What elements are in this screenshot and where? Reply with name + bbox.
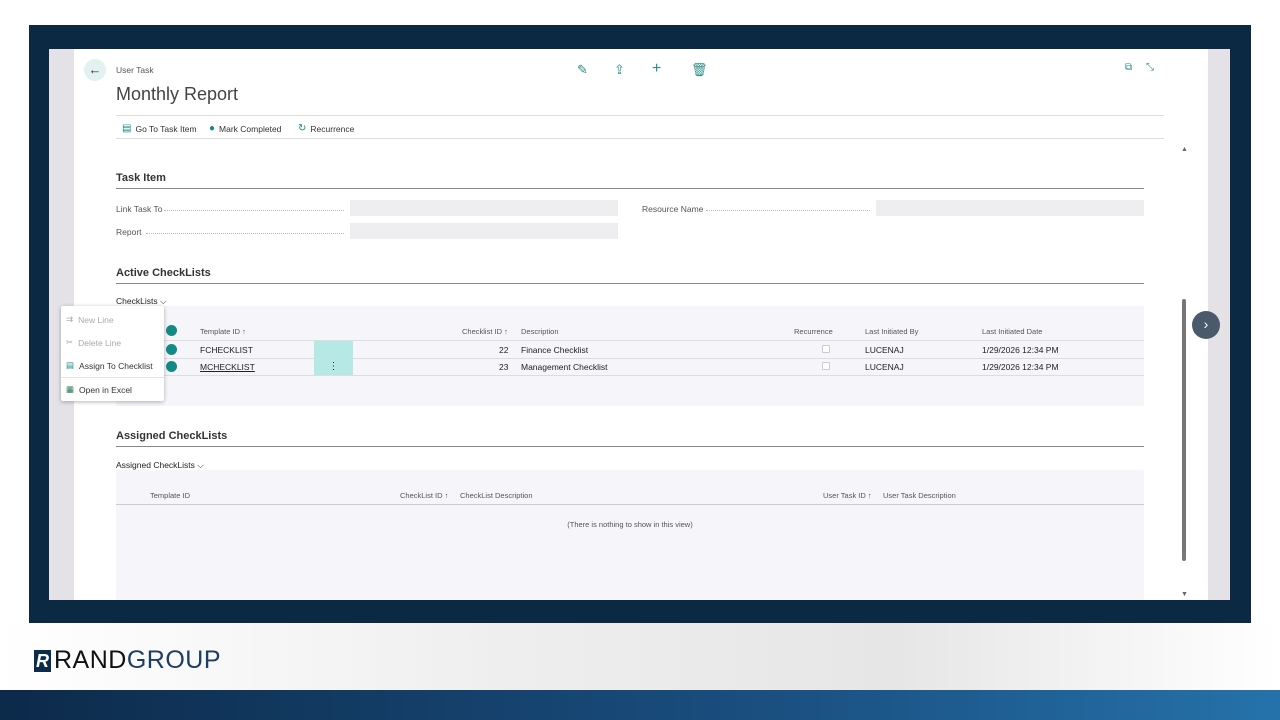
go-to-task-item-button[interactable]: ▤ Go To Task Item — [122, 123, 197, 134]
recurrence-checkbox[interactable] — [822, 345, 830, 353]
assigned-checklists-heading: Assigned CheckLists — [116, 430, 228, 442]
menu-item-assign-to-checklist[interactable]: ▤ Assign To Checklist — [66, 360, 153, 371]
recurrence-button[interactable]: ↻ Recurrence — [298, 123, 354, 134]
table-row[interactable]: FCHECKLIST 22 Finance Checklist LUCENAJ … — [116, 341, 1144, 358]
report-field[interactable] — [350, 223, 618, 239]
description: Management Checklist — [521, 362, 608, 372]
col-recurrence[interactable]: Recurrence — [794, 327, 833, 336]
description: Finance Checklist — [521, 345, 589, 355]
col-description[interactable]: Description — [521, 327, 559, 336]
open-new-window-icon[interactable]: ⧉ — [1125, 62, 1133, 73]
back-button[interactable]: ← — [84, 59, 106, 81]
footer — [0, 623, 1280, 690]
report-label: Report — [116, 227, 142, 237]
next-slide-button[interactable]: › — [1192, 311, 1220, 339]
card-page: ← User Task Monthly Report ✎ ⇪ + 🗑 ⧉ ⤡ ▤… — [74, 49, 1208, 600]
mark-completed-button[interactable]: ● Mark Completed — [209, 123, 281, 134]
refresh-icon: ↻ — [298, 123, 307, 134]
tab-label: CheckLists — [116, 296, 158, 306]
col-last-initiated-by[interactable]: Last Initiated By — [865, 327, 919, 336]
task-item-icon: ▤ — [122, 123, 132, 134]
last-initiated-date: 1/29/2026 12:34 PM — [982, 362, 1059, 372]
active-checklists-grid: Template ID ↑ Checklist ID ↑ Description… — [116, 306, 1144, 406]
col-checklist-id[interactable]: CheckList ID ↑ — [400, 491, 449, 500]
action-label: Recurrence — [310, 123, 355, 134]
edit-icon[interactable]: ✎ — [577, 62, 588, 77]
action-label: Mark Completed — [219, 123, 282, 134]
link-task-to-label: Link Task To — [116, 204, 163, 214]
select-all-check-icon[interactable] — [166, 325, 177, 336]
check-circle-icon: ● — [209, 123, 216, 134]
tab-label: Assigned CheckLists — [116, 460, 195, 470]
scrollbar[interactable] — [1182, 299, 1186, 561]
empty-message: (There is nothing to show in this view) — [567, 520, 693, 529]
share-icon[interactable]: ⇪ — [614, 62, 625, 77]
checklist-id: 23 — [499, 362, 509, 372]
new-line-icon: ⇉ — [66, 314, 74, 324]
task-item-heading: Task Item — [116, 172, 166, 184]
row-actions-icon[interactable]: ⋮ — [314, 358, 353, 375]
template-id[interactable]: MCHECKLIST — [200, 362, 255, 372]
menu-label: Assign To Checklist — [79, 360, 153, 371]
col-template-id[interactable]: Template ID — [150, 491, 191, 500]
context-menu: ⇉ New Line ✂ Delete Line ▤ Assign To Checkl… — [61, 306, 164, 401]
col-template-id[interactable]: Template ID ↑ — [200, 327, 246, 336]
col-last-initiated-date[interactable]: Last Initiated Date — [982, 327, 1043, 336]
footer-bar — [0, 690, 1280, 720]
template-id[interactable]: FCHECKLIST — [200, 345, 253, 355]
scroll-up-icon[interactable]: ▲ — [1181, 146, 1188, 153]
delete-line-icon: ✂ — [66, 337, 74, 347]
link-task-to-field[interactable] — [350, 200, 618, 216]
checklist-id: 22 — [499, 345, 509, 355]
row-check-icon[interactable] — [166, 344, 177, 355]
bc-page: ← User Task Monthly Report ✎ ⇪ + 🗑 ⧉ ⤡ ▤… — [49, 49, 1230, 600]
assign-icon: ▤ — [66, 360, 75, 370]
checklists-tab[interactable]: CheckLists ⌵ — [116, 296, 167, 306]
col-user-task-description[interactable]: User Task Description — [883, 491, 956, 500]
delete-icon[interactable]: 🗑 — [691, 62, 708, 77]
collapse-icon[interactable]: ⤡ — [1146, 62, 1154, 73]
recurrence-checkbox[interactable] — [822, 362, 830, 370]
randgroup-logo: R RANDGROUP — [34, 646, 222, 674]
last-initiated-by: LUCENAJ — [865, 362, 904, 372]
col-user-task-id[interactable]: User Task ID ↑ — [823, 491, 872, 500]
resource-name-label: Resource Name — [642, 204, 704, 214]
assigned-checklists-grid: Template ID CheckList ID ↑ CheckList Des… — [116, 470, 1144, 600]
menu-item-delete-line[interactable]: ✂ Delete Line — [66, 337, 121, 348]
menu-item-open-in-excel[interactable]: ▦ Open in Excel — [66, 384, 132, 395]
menu-item-new-line[interactable]: ⇉ New Line — [66, 314, 114, 325]
menu-label: Open in Excel — [79, 384, 132, 395]
active-checklists-heading: Active CheckLists — [116, 267, 211, 279]
breadcrumb: User Task — [116, 65, 154, 75]
col-checklist-description[interactable]: CheckList Description — [460, 491, 533, 500]
menu-label: New Line — [78, 314, 114, 325]
resource-name-field[interactable] — [876, 200, 1144, 216]
last-initiated-by: LUCENAJ — [865, 345, 904, 355]
row-check-icon[interactable] — [166, 361, 177, 372]
menu-label: Delete Line — [78, 337, 122, 348]
assigned-checklists-tab[interactable]: Assigned CheckLists ⌵ — [116, 460, 204, 470]
excel-icon: ▦ — [66, 384, 75, 394]
page-title: Monthly Report — [116, 84, 239, 104]
scroll-down-icon[interactable]: ▼ — [1181, 591, 1188, 598]
last-initiated-date: 1/29/2026 12:34 PM — [982, 345, 1059, 355]
col-checklist-id[interactable]: Checklist ID ↑ — [462, 327, 508, 336]
action-label: Go To Task Item — [135, 123, 197, 134]
add-icon[interactable]: + — [652, 60, 662, 77]
table-row[interactable]: MCHECKLIST ⋮ 23 Management Checklist LUC… — [116, 358, 1144, 375]
